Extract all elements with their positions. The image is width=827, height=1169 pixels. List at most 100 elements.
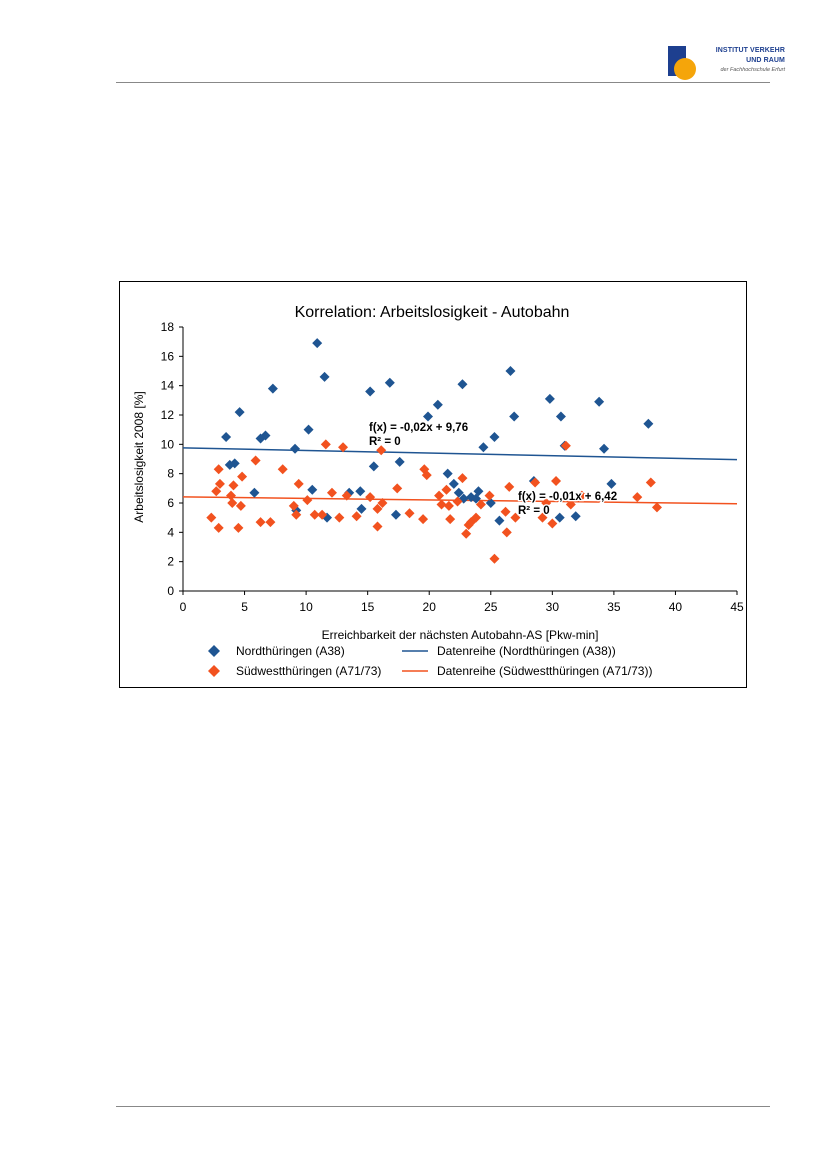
point-sued — [501, 527, 512, 538]
logo-text-line3: der Fachhochschule Erfurt — [720, 67, 785, 73]
point-sued — [372, 521, 383, 532]
point-sued — [500, 506, 511, 517]
point-sued — [226, 490, 237, 501]
point-sued — [551, 476, 562, 486]
point-sued — [404, 508, 415, 519]
point-nord — [544, 393, 555, 404]
point-nord — [221, 432, 232, 442]
point-nord — [489, 432, 500, 442]
header-rule — [116, 82, 770, 83]
chart-title: Korrelation: Arbeitslosigkeit - Autobahn — [295, 304, 570, 321]
point-sued — [392, 483, 403, 494]
y-tick-label: 14 — [161, 379, 175, 393]
point-nord — [303, 424, 314, 435]
chart-legend: Nordthüringen (A38) Datenreihe (Nordthür… — [208, 644, 652, 678]
point-sued — [317, 509, 328, 520]
point-nord — [643, 418, 654, 429]
legend-sued-trend: Datenreihe (Südwestthüringen (A71/73)) — [437, 664, 652, 678]
point-sued — [265, 517, 276, 528]
x-tick-label: 40 — [669, 600, 683, 614]
chart-frame: Korrelation: Arbeitslosigkeit - Autobahn… — [119, 281, 747, 688]
trend-line-nord — [182, 447, 738, 461]
y-axis-label: Arbeitslosigkeit 2008 [%] — [132, 391, 146, 522]
point-nord — [365, 386, 376, 397]
point-sued — [376, 445, 387, 456]
x-tick-label: 30 — [546, 600, 560, 614]
chart-axes: 0 2 4 6 8 10 12 14 16 18 0 5 10 15 20 25 30 35 40 45 — [161, 320, 744, 614]
point-sued — [530, 477, 541, 488]
point-sued — [436, 499, 447, 510]
y-tick-label: 12 — [161, 408, 175, 422]
legend-sued-marker — [208, 665, 220, 677]
point-nord — [594, 396, 605, 407]
point-sued — [541, 498, 552, 508]
point-nord — [356, 503, 367, 514]
point-sued — [560, 440, 571, 451]
point-sued — [565, 499, 576, 510]
x-tick-label: 0 — [180, 600, 187, 614]
point-nord — [494, 515, 505, 526]
point-nord — [307, 484, 318, 495]
point-sued — [237, 471, 248, 482]
point-nord — [422, 411, 433, 422]
point-nord — [224, 459, 235, 470]
point-sued — [228, 480, 239, 491]
x-tick-label: 15 — [361, 600, 375, 614]
point-nord — [554, 512, 565, 523]
point-nord — [473, 486, 484, 497]
legend-nord-trend: Datenreihe (Nordthüringen (A38)) — [437, 644, 616, 658]
point-sued — [484, 490, 495, 501]
point-sued — [211, 486, 222, 497]
trend-r2-sued: R² = 0 — [518, 505, 550, 517]
point-sued — [334, 512, 345, 523]
x-axis-label: Erreichbarkeit der nächsten Autobahn-AS … — [322, 628, 599, 642]
point-sued — [320, 439, 331, 450]
x-tick-label: 5 — [241, 600, 248, 614]
point-sued — [443, 500, 454, 511]
x-tick-label: 35 — [607, 600, 621, 614]
point-sued — [213, 522, 224, 533]
point-nord — [448, 478, 459, 489]
data-points — [206, 338, 662, 564]
point-sued — [466, 517, 477, 528]
point-sued — [475, 499, 486, 510]
point-sued — [302, 495, 313, 506]
point-sued — [645, 477, 656, 488]
point-nord — [229, 458, 240, 469]
x-tick-label: 25 — [484, 600, 498, 614]
point-nord — [606, 478, 617, 489]
legend-sued-points: Südwestthüringen (A71/73) — [236, 664, 381, 678]
trend-r2-nord: R² = 0 — [369, 436, 401, 448]
point-sued — [227, 498, 238, 508]
institute-logo: INSTITUT VERKEHR UND RAUM der Fachhochsc… — [668, 46, 788, 82]
point-nord — [319, 371, 330, 382]
logo-text-line1: INSTITUT VERKEHR — [715, 47, 785, 54]
point-sued — [457, 473, 468, 484]
point-sued — [326, 487, 337, 498]
point-sued — [214, 478, 225, 489]
point-sued — [255, 517, 266, 528]
point-sued — [338, 442, 349, 453]
point-sued — [504, 481, 515, 492]
point-nord — [290, 443, 301, 454]
point-nord — [249, 487, 260, 498]
point-nord — [485, 498, 496, 508]
point-sued — [471, 512, 482, 523]
point-nord — [505, 366, 516, 376]
footer-rule — [116, 1106, 770, 1107]
point-sued — [372, 503, 383, 514]
y-tick-label: 0 — [167, 584, 174, 598]
point-sued — [309, 509, 320, 520]
legend-nord-points: Nordthüringen (A38) — [236, 644, 345, 658]
point-nord — [355, 486, 366, 497]
trend-label-sued: f(x) = -0,01x + 6,42 — [518, 491, 617, 503]
point-nord — [390, 509, 401, 520]
y-tick-label: 16 — [161, 349, 175, 363]
point-sued — [351, 511, 362, 522]
y-tick-label: 18 — [161, 320, 175, 334]
point-sued — [277, 464, 288, 475]
point-sued — [341, 490, 352, 501]
y-tick-label: 10 — [161, 437, 175, 451]
point-sued — [293, 478, 304, 489]
legend-nord-marker — [208, 645, 220, 657]
